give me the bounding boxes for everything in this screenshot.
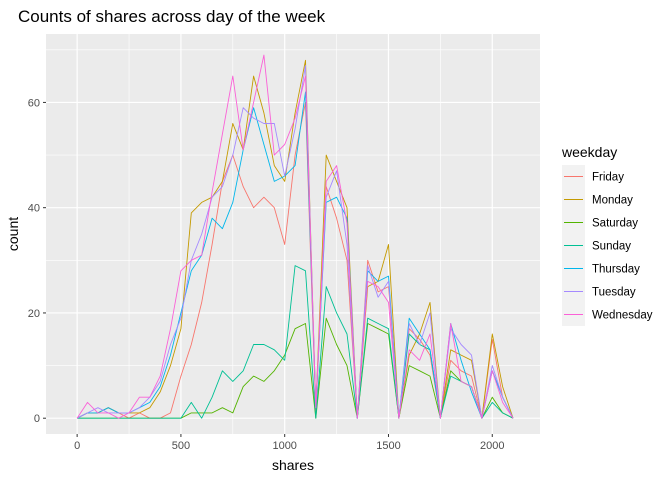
x-tick-label: 1500 bbox=[376, 440, 400, 452]
y-axis-title: count bbox=[5, 217, 21, 251]
series-lines bbox=[76, 54, 514, 419]
legend-label-wednesday: Wednesday bbox=[592, 310, 653, 322]
major-gridlines bbox=[46, 34, 540, 434]
y-tick-label: 20 bbox=[28, 308, 40, 320]
x-tick-label: 1000 bbox=[272, 440, 296, 452]
x-tick-label: 2000 bbox=[480, 440, 504, 452]
y-tick-label: 60 bbox=[28, 97, 40, 109]
legend-label-sunday: Sunday bbox=[592, 241, 631, 253]
legend-label-saturday: Saturday bbox=[592, 218, 638, 230]
legend-label-tuesday: Tuesday bbox=[592, 287, 636, 299]
series-line-wednesday bbox=[76, 54, 514, 419]
y-tick-label: 0 bbox=[34, 413, 40, 425]
legend-label-friday: Friday bbox=[592, 172, 624, 184]
legend: weekday Friday Monday Saturday Sunday Thursd… bbox=[561, 144, 653, 326]
legend-label-monday: Monday bbox=[592, 195, 633, 207]
x-axis-title: shares bbox=[272, 457, 314, 473]
legend-title: weekday bbox=[561, 144, 617, 160]
legend-label-thursday: Thursday bbox=[592, 264, 640, 276]
x-tick-label: 500 bbox=[172, 440, 190, 452]
chart-title: Counts of shares across day of the week bbox=[18, 7, 326, 26]
x-tick-label: 0 bbox=[74, 440, 80, 452]
minor-gridlines bbox=[46, 34, 540, 434]
y-axis: 0 20 40 60 bbox=[28, 97, 46, 425]
y-tick-label: 40 bbox=[28, 203, 40, 215]
x-axis: 0 500 1000 1500 2000 bbox=[74, 434, 505, 452]
